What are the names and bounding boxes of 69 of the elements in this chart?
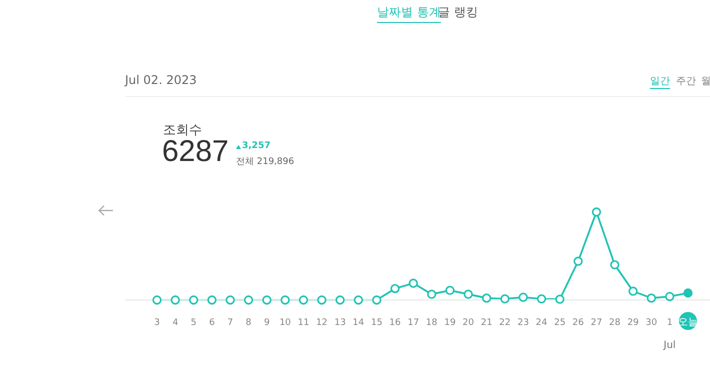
point (518, 292, 528, 302)
point (536, 294, 546, 304)
point (646, 293, 656, 303)
point (574, 256, 583, 266)
text: 월 (701, 75, 710, 88)
point (408, 278, 418, 288)
x-tick-label: 23 (517, 318, 529, 328)
x-tick-label: 8 (246, 318, 252, 328)
x-tick-label: 25 (554, 318, 566, 328)
point (500, 294, 510, 304)
text: Jul 02. 2023 (125, 73, 197, 87)
point (555, 294, 564, 304)
x-tick-label: 14 (352, 318, 364, 328)
point (189, 295, 198, 305)
point (244, 295, 254, 305)
point (298, 295, 308, 305)
point (665, 292, 674, 302)
x-tick-label: 22 (499, 318, 511, 328)
text: 전체 219,896 (236, 156, 294, 168)
x-tick-label: 24 (536, 318, 548, 328)
x-tick-label: 20 (462, 318, 474, 328)
x-tick-label: 16 (389, 318, 402, 328)
x-tick-label: 7 (227, 318, 234, 328)
x-tick-label: 28 (609, 318, 621, 328)
x-tick-label: 13 (334, 318, 346, 328)
x-tick-label: 17 (408, 318, 420, 328)
x-tick-label: 4 (172, 318, 178, 328)
point (280, 295, 290, 305)
text: 일간 (650, 74, 670, 89)
point (262, 295, 272, 305)
point (226, 295, 235, 305)
point (317, 295, 326, 305)
x-tick-label: 12 (316, 318, 328, 328)
x-tick-label: 10 (279, 318, 292, 328)
x-tick-label: 21 (480, 318, 492, 328)
point (390, 284, 400, 294)
point (427, 290, 436, 299)
text: Jul (662, 340, 676, 351)
x-tick-label: 15 (371, 318, 382, 328)
x-tick-label: 18 (426, 318, 438, 328)
x-tick-label: 27 (590, 318, 602, 328)
point (336, 295, 345, 305)
text: 3,257 (242, 141, 270, 151)
x-tick-label: 19 (444, 318, 456, 328)
x-tick-label: 오늘 (678, 317, 698, 328)
x-tick-label: 6 (209, 318, 216, 328)
point (152, 295, 162, 305)
point (683, 288, 693, 298)
text: 글 랭킹 (438, 4, 478, 21)
point (592, 207, 602, 217)
x-tick-label: 30 (646, 318, 658, 328)
point (482, 293, 492, 303)
text: 날짜별 통계 (377, 4, 441, 23)
point (170, 295, 180, 305)
point (354, 295, 364, 305)
point (445, 286, 455, 295)
x-tick-label: 9 (264, 318, 270, 328)
text: 주간 (676, 75, 696, 88)
x-tick-label: 26 (572, 318, 584, 328)
x-tick-label: 11 (298, 318, 310, 328)
point (207, 295, 217, 305)
x-tick-label: 3 (154, 318, 160, 328)
point (464, 290, 473, 299)
point (628, 286, 638, 296)
point (610, 260, 620, 270)
x-tick-label: 29 (627, 318, 640, 328)
x-tick-label: 5 (190, 318, 196, 328)
point (372, 295, 382, 305)
x-tick-label: 1 (666, 318, 673, 328)
